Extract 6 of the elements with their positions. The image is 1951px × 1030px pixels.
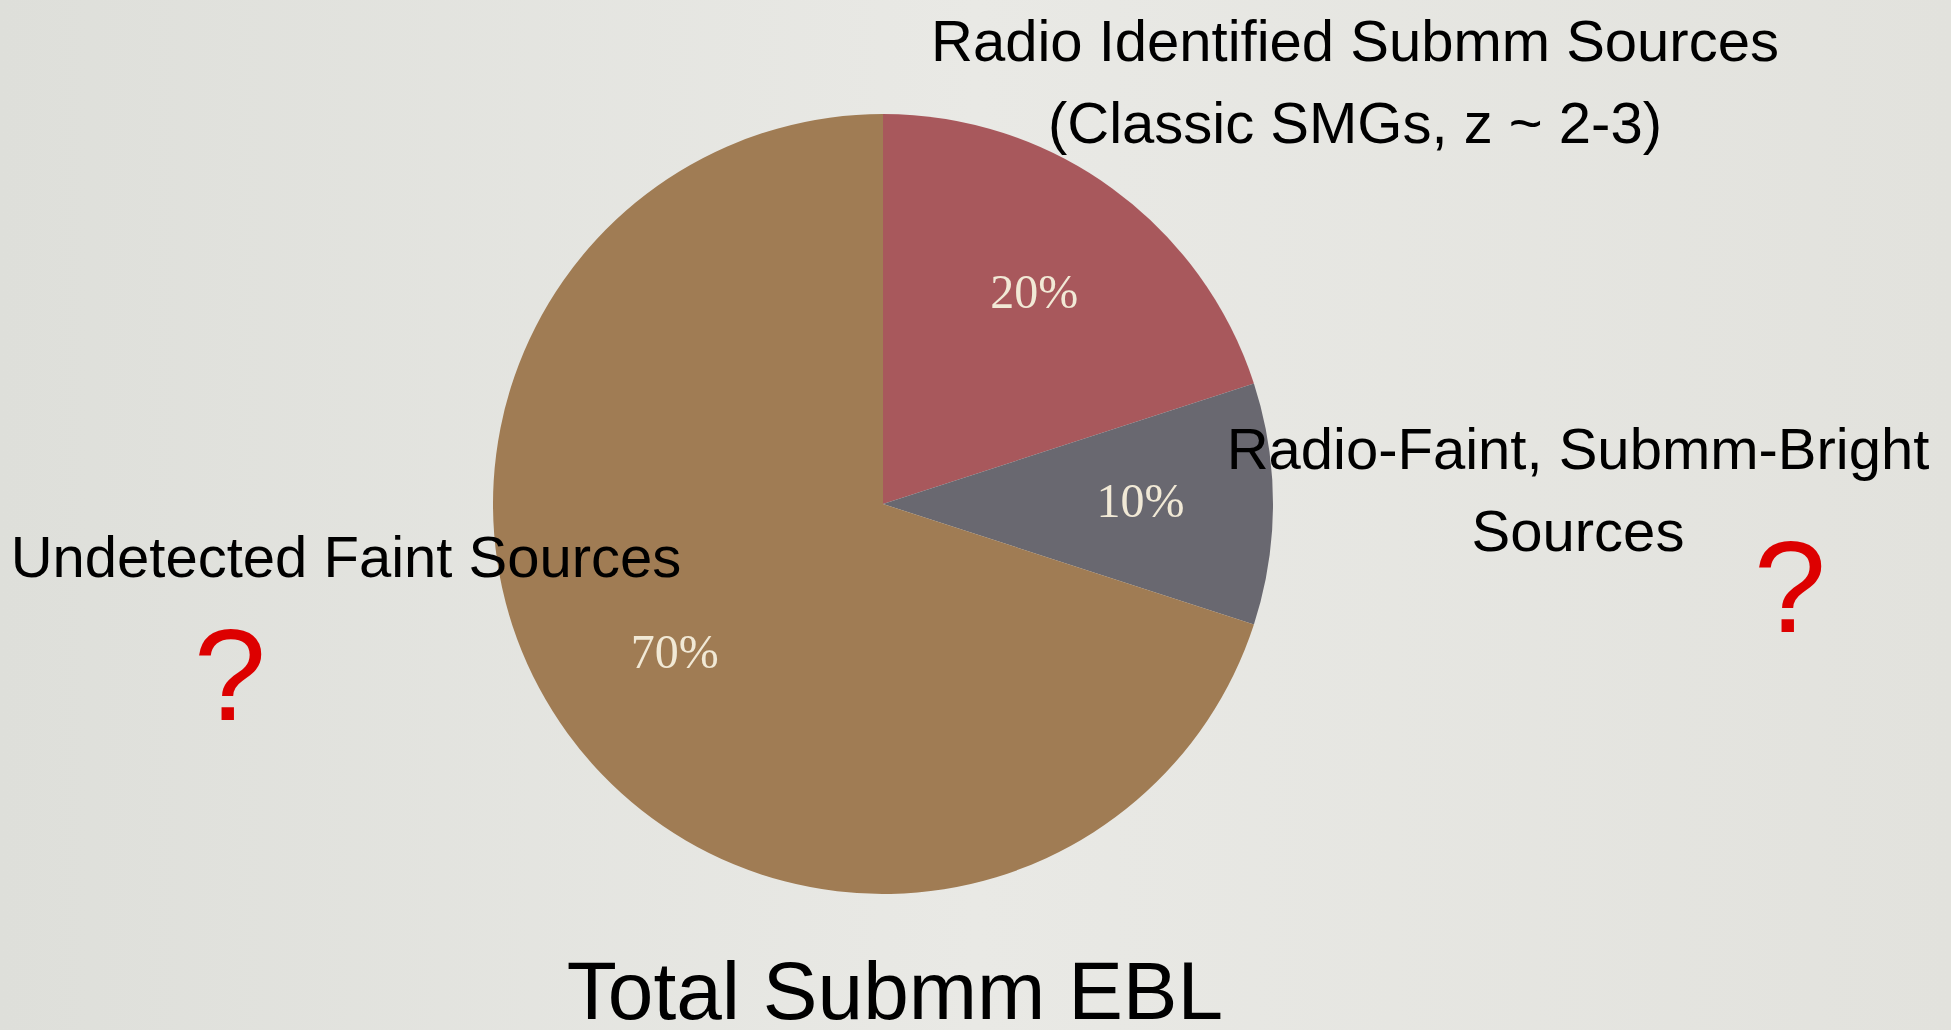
data-label: 70% (630, 624, 719, 678)
data-label: 10% (1096, 473, 1185, 527)
slice-label: Radio Identified Submm Sources (Classic SMGs, z ~ 2-3) (930, 7, 1780, 157)
text: Total Submm EBL (565, 945, 1225, 1030)
text: ? (192, 602, 268, 748)
data-label: 20% (990, 265, 1079, 319)
